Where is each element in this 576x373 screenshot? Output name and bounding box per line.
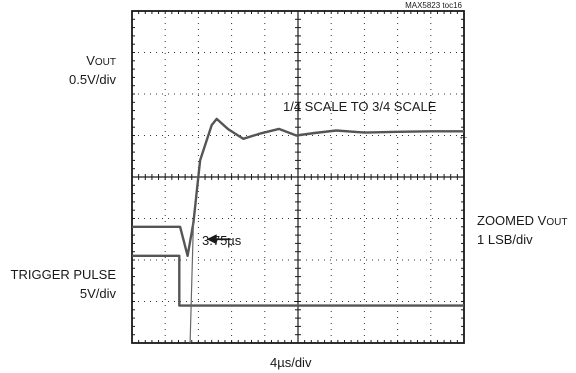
trigger-scale: 5V/div [79,286,116,301]
scale-note: 1/4 SCALE TO 3/4 SCALE [283,99,437,114]
annotation-arrow-head [206,234,217,245]
annotation [206,234,231,245]
trace-zoomed-tail [189,222,195,344]
zoomed-prefix: ZOOMED V [477,213,547,228]
trace-trigger-pulse [132,254,464,307]
vout-prefix: V [86,53,95,68]
vout-subscript: OUT [94,57,116,68]
zoomed-scale: 1 LSB/div [477,232,533,247]
graticule [132,11,464,343]
figure-id: MAX5823 toc16 [405,1,462,10]
level-marker: ← [458,131,469,143]
vout-scale: 0.5V/div [69,72,116,87]
vout-label: VOUT [86,52,116,71]
time-scale: 4µs/div [270,355,312,370]
zoomed-subscript: OUT [546,217,568,228]
trigger-label: TRIGGER PULSE [10,267,116,282]
zoomed-vout-label: ZOOMED VOUT [477,212,567,231]
trace-zoomed-vout [132,117,464,258]
traces: ← [132,117,469,344]
